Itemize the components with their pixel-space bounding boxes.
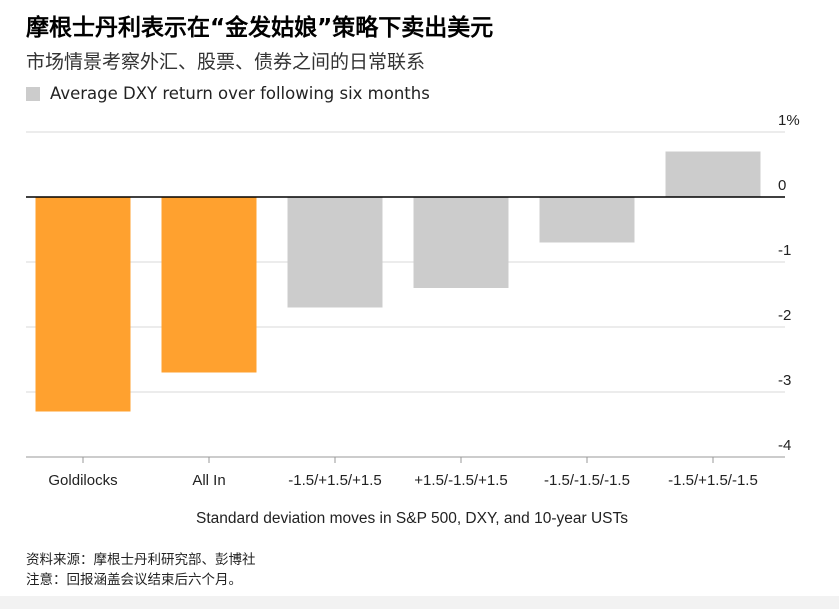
legend: Average DXY return over following six mo… — [26, 84, 430, 103]
y-tick-label: 1% — [778, 112, 800, 129]
bar — [161, 197, 257, 373]
x-tick-label: -1.5/+1.5/-1.5 — [668, 472, 758, 489]
bottom-strip — [0, 596, 839, 609]
legend-label: Average DXY return over following six mo… — [50, 84, 430, 103]
y-tick-label: -3 — [778, 372, 791, 389]
x-tick-label: -1.5/+1.5/+1.5 — [288, 472, 381, 489]
chart-title: 摩根士丹利表示在“金发姑娘”策略下卖出美元 — [26, 15, 494, 41]
source-note: 资料来源：摩根士丹利研究部、彭博社 — [26, 552, 256, 568]
x-tick-label: All In — [192, 472, 225, 489]
bar — [413, 197, 509, 288]
y-tick-label: -2 — [778, 307, 791, 324]
y-tick-label: -1 — [778, 242, 791, 259]
chart-subtitle: 市场情景考察外汇、股票、债券之间的日常联系 — [26, 51, 426, 73]
footnote: 注意：回报涵盖会议结束后六个月。 — [26, 572, 242, 588]
bar — [539, 197, 635, 243]
bar — [287, 197, 383, 308]
legend-swatch — [26, 86, 40, 101]
x-tick-label: +1.5/-1.5/+1.5 — [414, 472, 507, 489]
bar — [665, 151, 761, 197]
x-tick-label: Goldilocks — [48, 472, 117, 489]
y-tick-label: 0 — [778, 177, 786, 194]
bar — [35, 197, 131, 412]
y-tick-label: -4 — [778, 437, 791, 454]
x-tick-label: -1.5/-1.5/-1.5 — [544, 472, 630, 489]
x-axis-title: Standard deviation moves in S&P 500, DXY… — [196, 510, 628, 527]
